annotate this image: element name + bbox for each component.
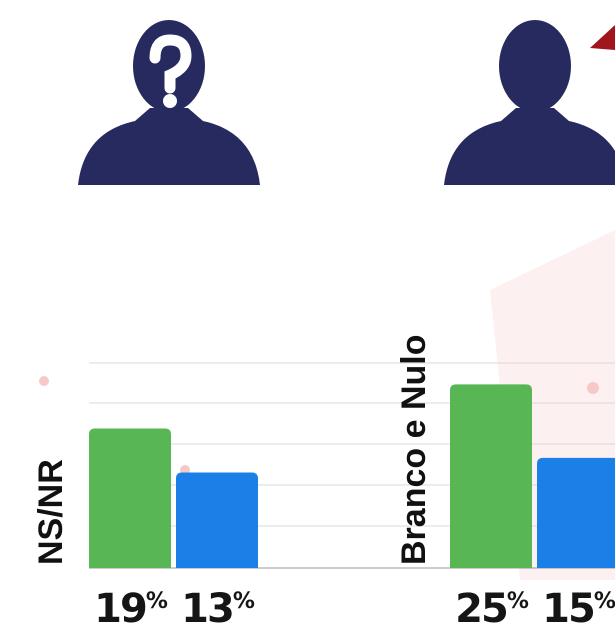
question-icon [149, 34, 192, 94]
arrow-tip [590, 25, 615, 50]
value-label: 25% [455, 586, 529, 632]
decor-dot [39, 376, 49, 386]
category-label: Branco e Nulo [395, 335, 433, 565]
category-label: NS/NR [32, 459, 70, 565]
bar [537, 457, 615, 568]
value-label: 19% [94, 586, 168, 632]
value-label: 15% [542, 586, 615, 632]
bar [176, 472, 258, 568]
bar [450, 384, 532, 568]
value-label: 13% [181, 586, 255, 632]
question-dot [163, 94, 177, 108]
person-icon [444, 20, 615, 185]
bar [89, 428, 171, 568]
decor-dot [180, 465, 190, 475]
decor-dot [587, 382, 599, 394]
